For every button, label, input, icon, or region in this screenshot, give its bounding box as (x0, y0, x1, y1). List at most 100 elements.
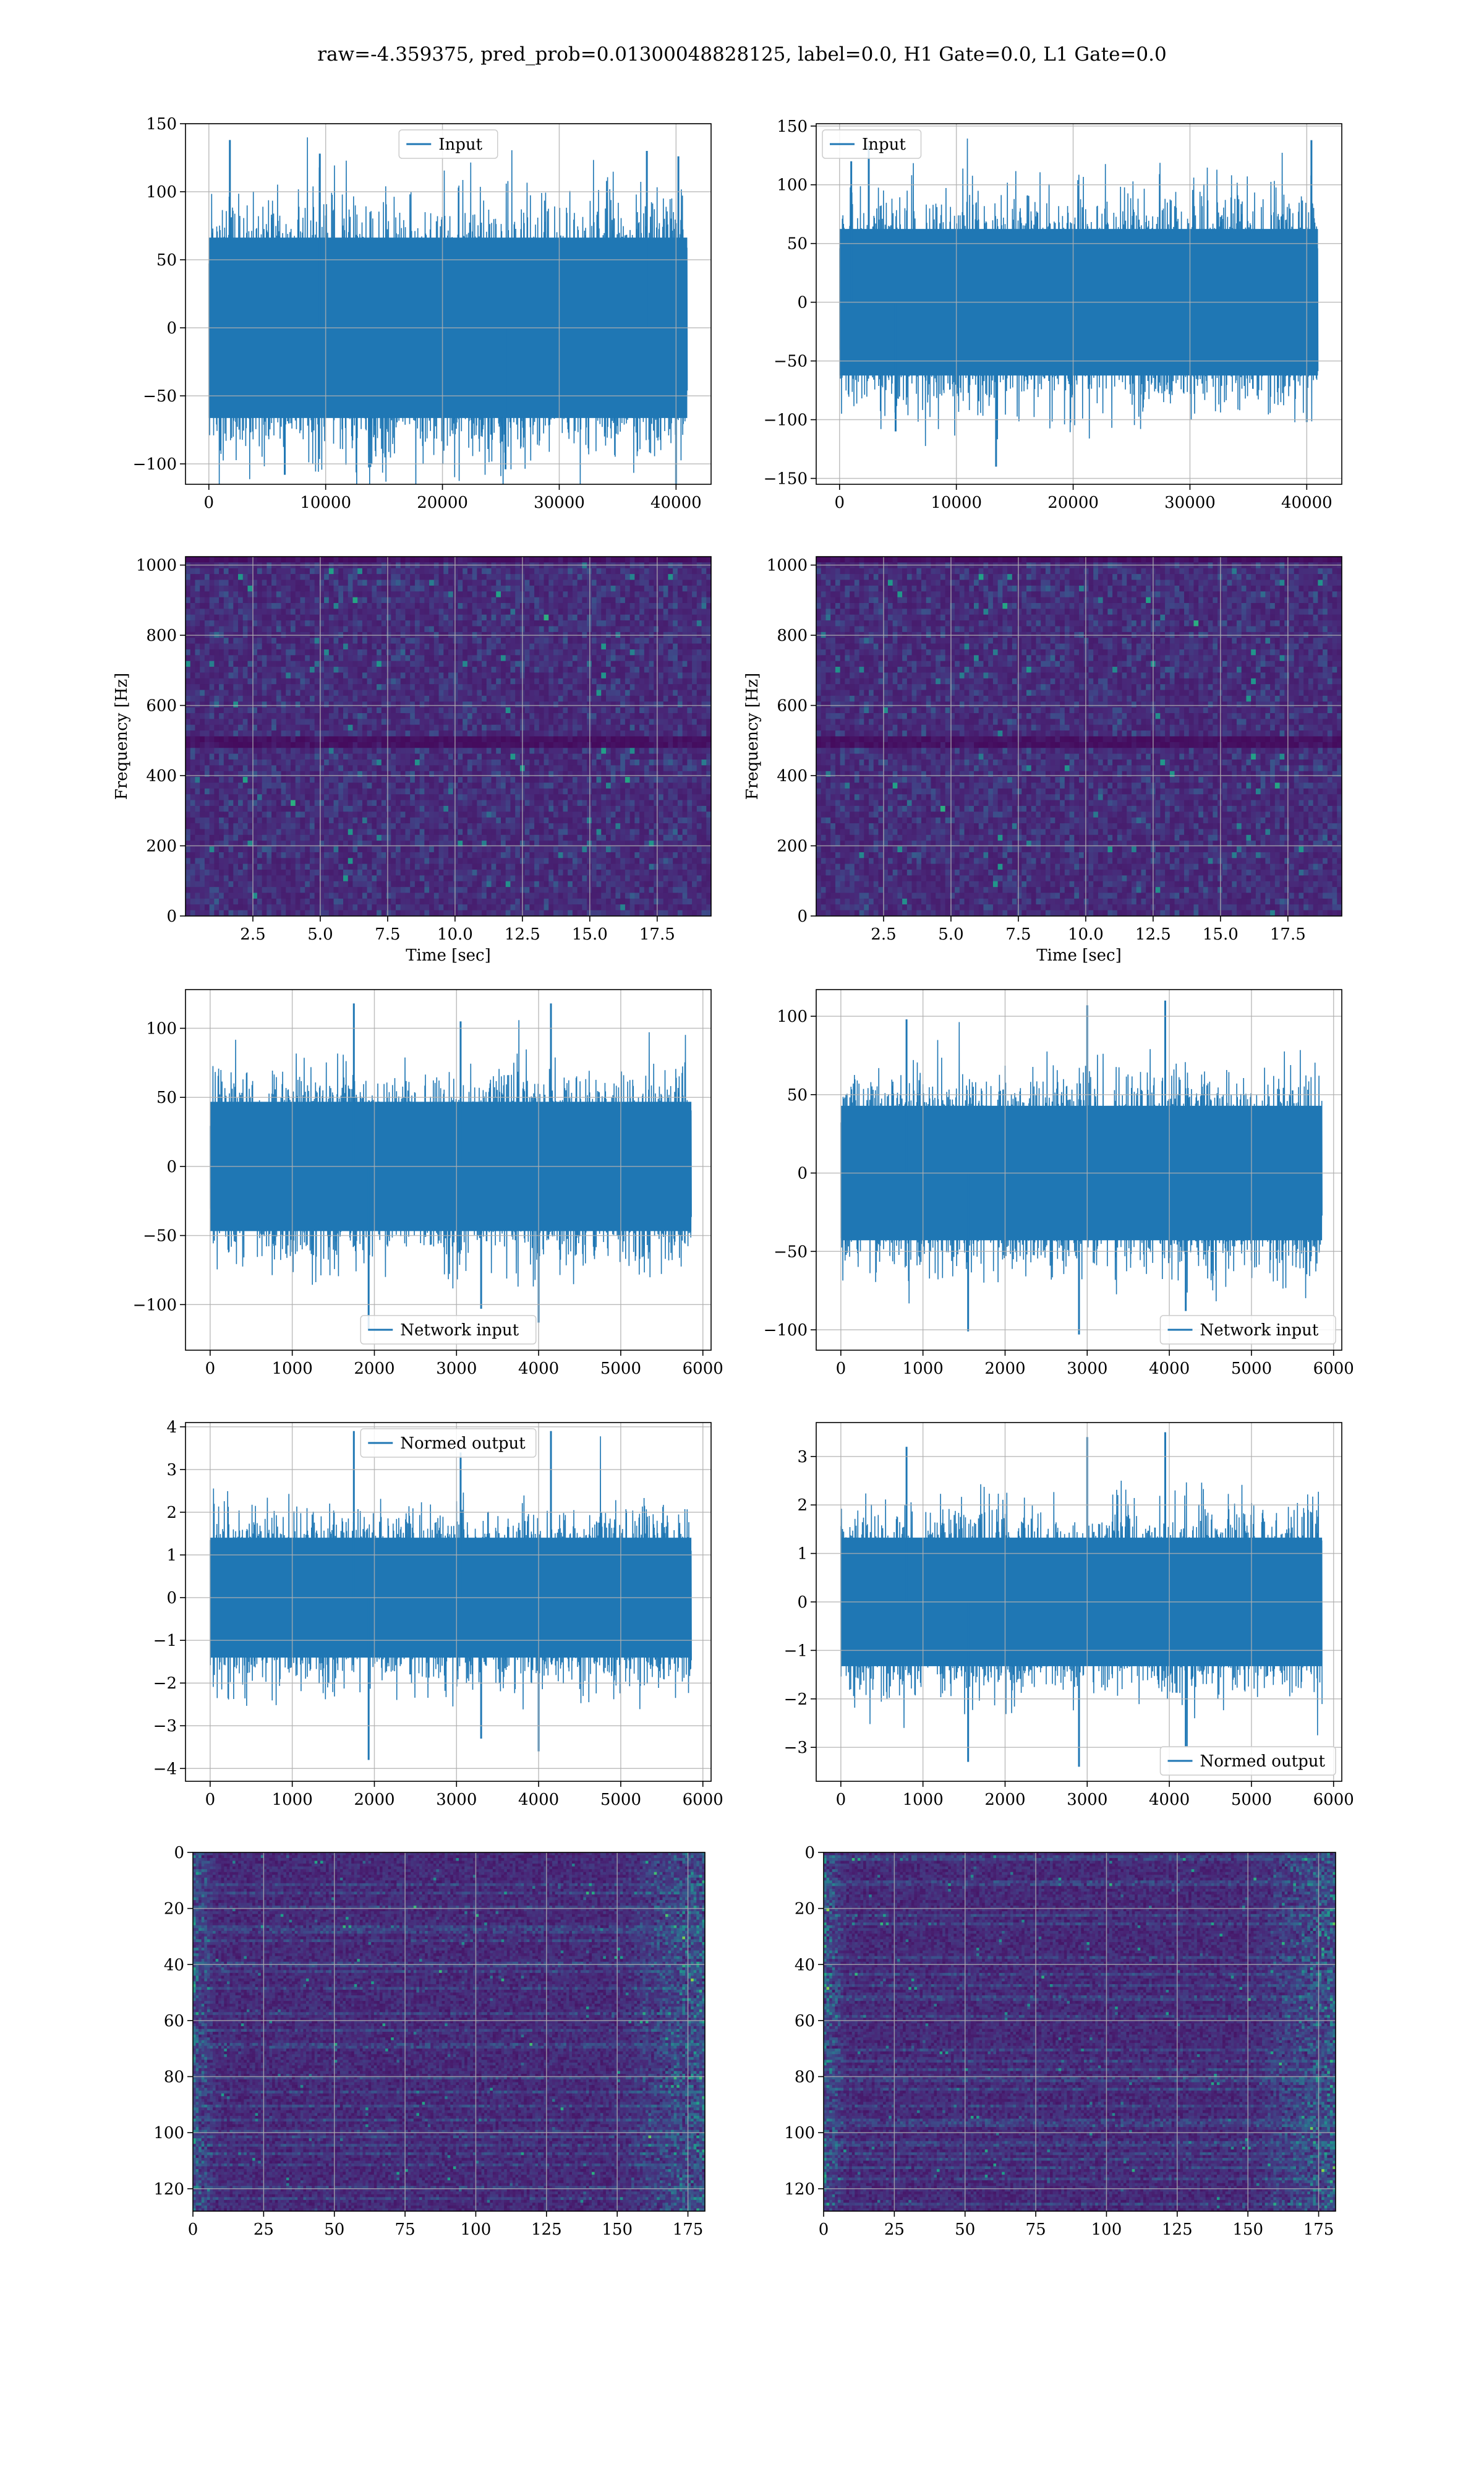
x-tick-label: 0 (835, 494, 845, 512)
y-tick-label: 100 (153, 2124, 184, 2142)
x-tick-label: 6000 (683, 1791, 723, 1809)
y-tick-label: 50 (787, 1086, 808, 1105)
plot-area (841, 1001, 1322, 1335)
x-tick-label: 15.0 (1203, 925, 1239, 944)
y-tick-label: −50 (143, 387, 177, 406)
y-tick-label: 3 (797, 1448, 808, 1466)
x-tick-label: 100 (461, 2220, 492, 2239)
y-tick-label: −2 (153, 1674, 177, 1693)
y-tick-label: 0 (797, 907, 808, 926)
y-tick-label: −50 (774, 353, 808, 371)
x-tick-label: 5000 (600, 1791, 641, 1809)
x-tick-label: 0 (836, 1791, 846, 1809)
x-tick-label: 20000 (1047, 494, 1099, 512)
subplot-network-input-h1: 0 1000 2000 3000 4000 5000 6000−100−50050100Ne… (133, 990, 723, 1378)
y-tick-label: 0 (797, 1165, 808, 1183)
y-tick-label: 400 (777, 767, 808, 785)
y-tick-label: 20 (164, 1900, 184, 1919)
y-tick-label: 100 (777, 1008, 808, 1026)
y-axis-label: Frequency [Hz] (113, 673, 131, 800)
x-tick-label: 0 (205, 1791, 216, 1809)
x-tick-label: 10.0 (437, 925, 473, 944)
legend: Normed output (360, 1429, 536, 1457)
x-tick-label: 5000 (1231, 1359, 1272, 1378)
x-tick-label: 0 (836, 1359, 846, 1378)
legend: Input (822, 130, 921, 158)
y-tick-label: 1 (166, 1546, 177, 1565)
y-tick-label: 0 (166, 1589, 177, 1607)
x-axis-label: Time [sec] (406, 946, 491, 965)
x-tick-label: 4000 (1149, 1359, 1190, 1378)
x-tick-label: 6000 (1313, 1359, 1354, 1378)
y-tick-label: 200 (777, 837, 808, 856)
subplot-input-l1: 0 10000 20000 30000 40000−150−100−5005010015… (764, 118, 1342, 512)
x-tick-label: 2.5 (240, 925, 265, 944)
x-tick-label: 0 (819, 2220, 829, 2239)
x-tick-label: 175 (673, 2220, 704, 2239)
y-tick-label: 4 (166, 1418, 177, 1437)
y-tick-label: 800 (777, 627, 808, 645)
y-tick-label: 80 (795, 2068, 815, 2087)
x-axis-label: Time [sec] (1036, 946, 1122, 965)
plot-area (210, 1431, 691, 1760)
y-tick-label: 120 (784, 2180, 815, 2199)
x-tick-label: 1000 (272, 1359, 313, 1378)
y-tick-label: 100 (146, 1020, 177, 1038)
y-tick-label: 40 (164, 1956, 184, 1974)
x-tick-label: 30000 (1164, 494, 1216, 512)
x-tick-label: 1000 (903, 1359, 944, 1378)
y-tick-label: −100 (133, 1296, 177, 1314)
x-tick-label: 125 (531, 2220, 562, 2239)
y-tick-label: 40 (795, 1956, 815, 1974)
y-tick-label: 100 (146, 183, 177, 202)
y-tick-label: −50 (143, 1227, 177, 1246)
plot-area (841, 1432, 1322, 1767)
subplot-network-input-l1: 0 1000 2000 3000 4000 5000 6000−100−50050100Ne… (764, 990, 1354, 1378)
y-tick-label: 1000 (767, 557, 808, 575)
x-tick-label: 4000 (518, 1359, 559, 1378)
x-tick-label: 40000 (650, 494, 702, 512)
plot-area (193, 1852, 706, 2212)
y-tick-label: 100 (777, 176, 808, 195)
y-tick-label: −100 (764, 411, 808, 430)
y-tick-label: −3 (153, 1717, 177, 1736)
y-tick-label: −2 (784, 1690, 808, 1709)
subplot-input-h1: 0 10000 20000 30000 40000−100−50050100150Inp… (133, 115, 711, 540)
x-tick-label: 40000 (1281, 494, 1333, 512)
x-tick-label: 5.0 (938, 925, 963, 944)
y-tick-label: 100 (784, 2124, 815, 2142)
x-tick-label: 3000 (1067, 1359, 1107, 1378)
subplot-spectrogram-l1: 2.5 5.0 7.5 10.0 12.5 15.0 17.5020040060080010… (743, 557, 1342, 965)
y-tick-label: −100 (133, 455, 177, 474)
x-tick-label: 3000 (1067, 1791, 1107, 1809)
x-tick-label: 2000 (984, 1791, 1025, 1809)
x-tick-label: 6000 (1313, 1791, 1354, 1809)
legend-label: Input (438, 135, 482, 154)
x-tick-label: 10000 (300, 494, 351, 512)
x-tick-label: 4000 (518, 1791, 559, 1809)
plot-area (209, 137, 688, 540)
x-tick-label: 25 (254, 2220, 274, 2239)
y-tick-label: 0 (797, 1593, 808, 1612)
y-tick-label: 0 (804, 1844, 815, 1862)
x-tick-label: 0 (205, 1359, 216, 1378)
legend-label: Input (862, 135, 906, 154)
y-tick-label: 0 (166, 319, 177, 338)
x-tick-label: 12.5 (1135, 925, 1171, 944)
legend-label: Normed output (1200, 1752, 1326, 1771)
legend: Network input (1161, 1316, 1336, 1344)
x-tick-label: 2000 (354, 1791, 394, 1809)
y-tick-label: 0 (174, 1844, 184, 1862)
y-tick-label: 600 (146, 697, 177, 716)
x-tick-label: 1000 (903, 1791, 944, 1809)
y-tick-label: 50 (787, 235, 808, 254)
x-tick-label: 2000 (354, 1359, 394, 1378)
heatmap-cells (186, 557, 712, 917)
x-tick-label: 4000 (1149, 1791, 1190, 1809)
legend-label: Network input (400, 1321, 519, 1340)
x-tick-label: 10.0 (1068, 925, 1104, 944)
x-tick-label: 75 (395, 2220, 416, 2239)
